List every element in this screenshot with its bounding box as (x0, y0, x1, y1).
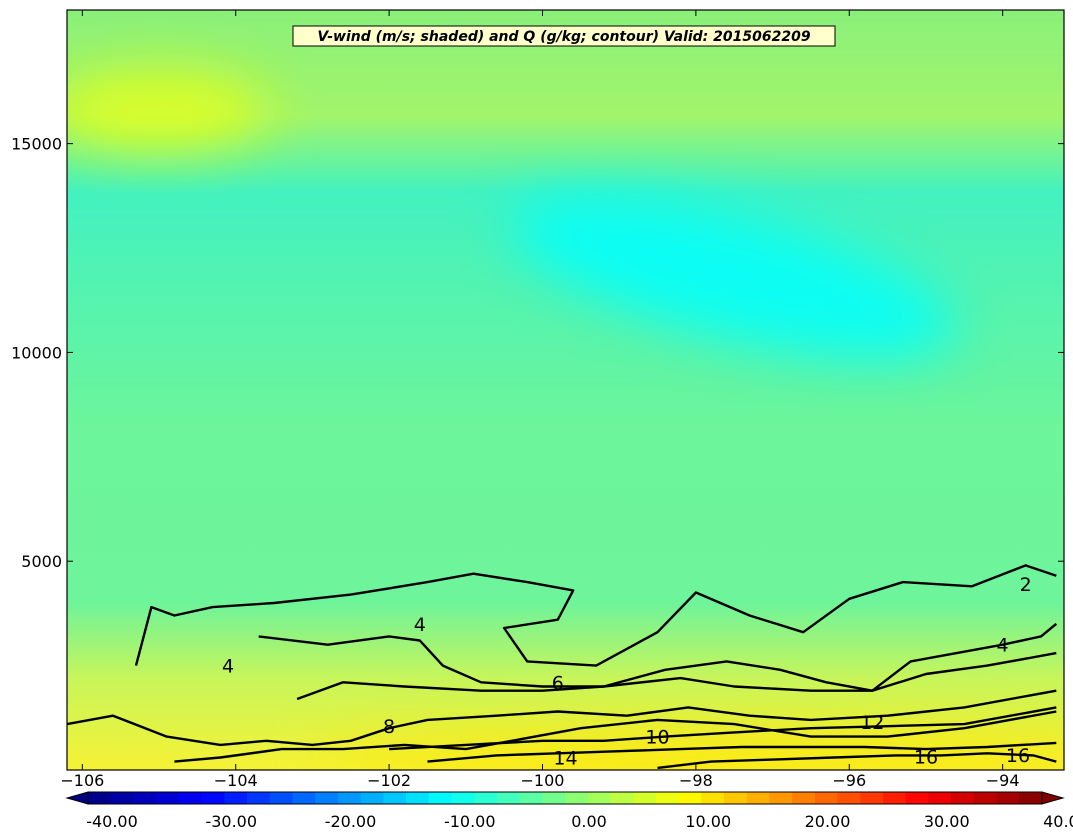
colorbar-tick-label: -20.00 (325, 812, 377, 831)
x-tick-label: −104 (214, 771, 258, 790)
colorbar-swatch (360, 792, 384, 804)
colorbar-tick-label: 40.00 (1043, 812, 1073, 831)
colorbar-swatch (292, 792, 316, 804)
colorbar-tick-label: -40.00 (86, 812, 138, 831)
colorbar-swatch (156, 792, 180, 804)
colorbar-tick-label: -30.00 (205, 812, 257, 831)
x-tick-label: −106 (60, 771, 104, 790)
contour-label: 14 (553, 748, 577, 770)
colorbar-swatch (973, 792, 998, 804)
contour-line-q-6 (296, 651, 1057, 701)
colorbar-swatch (269, 792, 294, 804)
field-region-jet-minimum (510, 195, 958, 360)
title-background (292, 25, 836, 47)
contour-line-q-16 (657, 752, 1057, 770)
colorbar-swatch (565, 792, 589, 804)
colorbar-tick-label: -10.00 (444, 812, 496, 831)
y-axis: 5000 10000 15000 (11, 135, 1064, 571)
colorbar-swatch (133, 792, 157, 804)
contour-line-q-2 (134, 564, 1057, 667)
colorbar-swatch (587, 792, 612, 804)
colorbar-swatch (928, 792, 952, 804)
colorbar-frame (87, 791, 1043, 805)
title-text: V-wind (m/s; shaded) and Q (g/kg; contou… (317, 29, 810, 45)
colorbar-swatch (837, 792, 861, 804)
colorbar-swatch (883, 792, 907, 804)
colorbar-swatch (633, 792, 657, 804)
colorbar-swatch (724, 792, 748, 804)
colorbar-swatch (701, 792, 725, 804)
contour-label: 8 (383, 716, 395, 738)
colorbar-tick-label: 10.00 (685, 812, 731, 831)
x-tick-label: −100 (521, 771, 565, 790)
x-tick-label: −102 (367, 771, 411, 790)
contour-label: 16 (914, 747, 938, 769)
x-axis: −106 −104 −102 −100 −98 −96 −94 (60, 10, 1020, 790)
y-tick-label: 15000 (11, 135, 62, 154)
x-tick-label: −96 (832, 771, 866, 790)
colorbar-swatch (951, 792, 975, 804)
contour-label: 4 (222, 656, 234, 678)
field-region-upper-left-maximum (67, 70, 269, 151)
colorbar-swatch (792, 792, 816, 804)
colorbar-extend-min (65, 791, 89, 805)
colorbar-tick-label: 20.00 (805, 812, 851, 831)
contour-labels: 2 4 4 4 6 8 10 12 14 16 16 (222, 574, 1032, 769)
colorbar-swatch (519, 792, 543, 804)
contour-label: 6 (552, 672, 564, 694)
colorbar-swatch (178, 792, 203, 804)
contour-label: 10 (645, 727, 669, 749)
x-tick-label: −94 (986, 771, 1020, 790)
colorbar-swatch (1019, 792, 1043, 804)
contour-label: 12 (860, 712, 884, 734)
contour-label: 4 (414, 614, 426, 636)
colorbar-swatch (905, 792, 930, 804)
contour-label: 2 (1020, 574, 1032, 596)
colorbar-swatch (474, 792, 498, 804)
colorbar-swatch (406, 792, 430, 804)
contour-line-q-14 (427, 741, 1057, 763)
colorbar-swatch (383, 792, 407, 804)
contour-layer (67, 564, 1058, 770)
colorbar-swatch (542, 792, 566, 804)
colorbar-swatch (746, 792, 771, 804)
contour-line-q-10 (174, 710, 1057, 763)
contour-line-q-8 (67, 689, 1057, 747)
colorbar-swatch (315, 792, 339, 804)
colorbar: -40.00 -30.00 -20.00 -10.00 0.00 10.00 20.00 30… (65, 791, 1073, 831)
contour-label: 16 (1006, 745, 1030, 767)
colorbar-swatch (996, 792, 1020, 804)
colorbar-swatch (655, 792, 680, 804)
colorbar-swatch (428, 792, 453, 804)
contour-line-q-12 (389, 706, 1057, 751)
y-tick-label: 10000 (11, 343, 62, 362)
x-tick-label: −98 (679, 771, 713, 790)
colorbar-swatch (224, 792, 248, 804)
y-tick-label: 5000 (21, 552, 62, 571)
colorbar-swatch (496, 792, 521, 804)
colorbar-swatch (769, 792, 793, 804)
colorbar-swatch (814, 792, 839, 804)
colorbar-swatch (678, 792, 702, 804)
colorbar-tick-label: 30.00 (924, 812, 970, 831)
plot-area: 2 4 4 4 6 8 10 12 14 16 16 (66, 9, 1065, 771)
colorbar-swatch (337, 792, 362, 804)
colorbar-swatch (110, 792, 135, 804)
colorbar-swatch (88, 792, 112, 804)
colorbar-swatch (860, 792, 884, 804)
chart-title: V-wind (m/s; shaded) and Q (g/kg; contou… (292, 25, 836, 47)
colorbar-tick-label: 0.00 (571, 812, 607, 831)
colorbar-extend-max (1041, 791, 1065, 805)
contour-line-q-4 (258, 622, 1058, 692)
contour-label: 4 (997, 635, 1009, 657)
colorbar-swatch (451, 792, 475, 804)
colorbar-swatch (610, 792, 634, 804)
colorbar-swatch (201, 792, 225, 804)
colorbar-swatch (247, 792, 271, 804)
plot-frame (66, 9, 1065, 771)
